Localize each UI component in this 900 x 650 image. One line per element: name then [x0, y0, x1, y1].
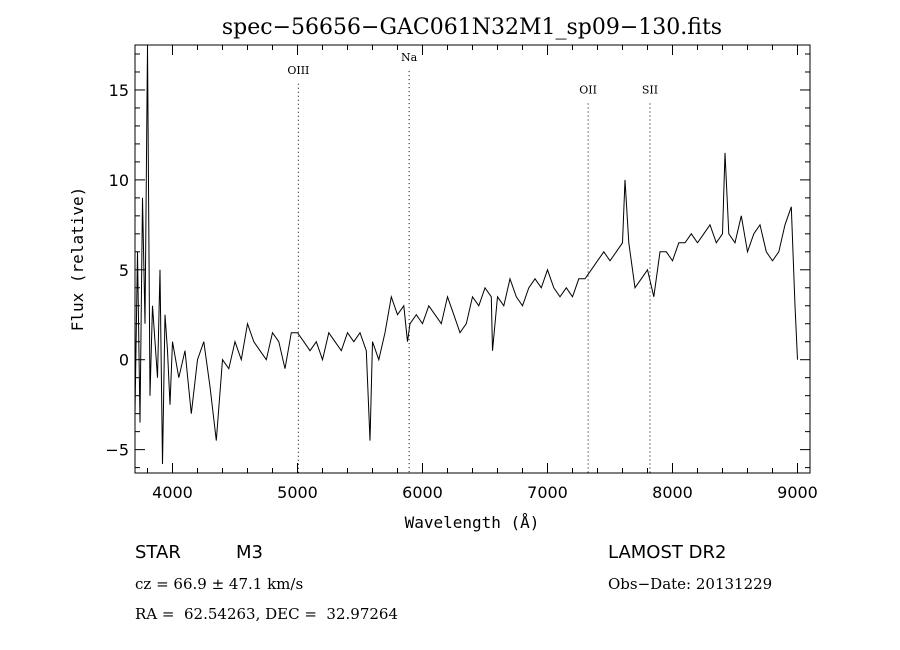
y-tick-label: 15: [109, 81, 129, 100]
x-tick-label: 9000: [777, 483, 818, 502]
object-type: STAR: [135, 542, 181, 563]
coordinates: RA = 62.54263, DEC = 32.97264: [135, 605, 399, 623]
y-tick-label: 10: [109, 171, 129, 190]
emission-line-markers: OIII Na OII SII: [287, 51, 658, 473]
y-tick-label: 5: [119, 261, 129, 280]
line-marker-label: Na: [401, 51, 418, 64]
redshift-cz: cz = 66.9 ± 47.1 km/s: [135, 575, 304, 593]
line-marker-label: SII: [642, 84, 658, 97]
tick-labels: 4000 5000 6000 7000 8000 9000 −5 0 5 10 15: [105, 81, 817, 502]
object-subclass: M3: [236, 542, 263, 563]
survey-name: LAMOST DR2: [608, 542, 727, 563]
axis-ticks: [135, 45, 810, 473]
line-marker-label: OIII: [287, 64, 309, 77]
x-tick-label: 5000: [277, 483, 318, 502]
x-tick-label: 6000: [402, 483, 443, 502]
x-tick-label: 7000: [527, 483, 568, 502]
x-tick-label: 4000: [152, 483, 193, 502]
line-marker-label: OII: [579, 84, 597, 97]
y-tick-label: 0: [119, 351, 129, 370]
chart-title: spec−56656−GAC061N32M1_sp09−130.fits: [222, 15, 722, 40]
x-tick-label: 8000: [652, 483, 693, 502]
y-tick-label: −5: [105, 441, 129, 460]
spectrum-series-line: [134, 44, 798, 465]
plot-frame: [134, 44, 811, 474]
observation-date: Obs−Date: 20131229: [608, 575, 773, 593]
x-axis-label: Wavelength (Å): [405, 513, 540, 532]
y-axis-label: Flux (relative): [68, 187, 87, 332]
